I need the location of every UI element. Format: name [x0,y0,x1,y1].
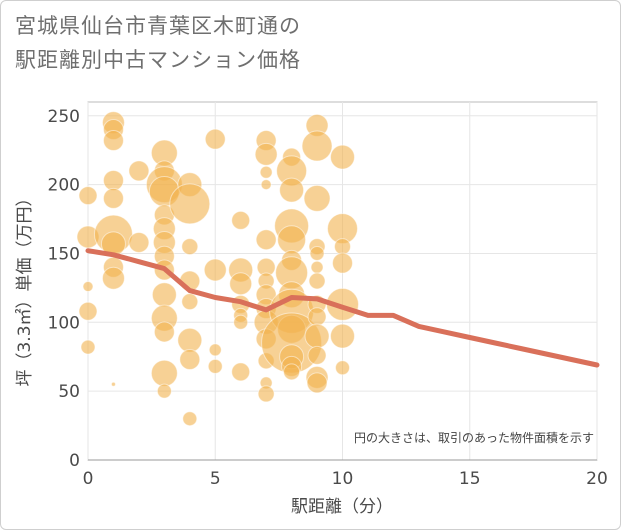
bubble-point [203,258,227,282]
bubble-point [332,252,353,274]
bubble-point [279,177,305,203]
bubble-point [229,272,253,296]
x-tick-label: 0 [83,469,94,489]
y-tick-label: 250 [48,107,80,127]
bubble-point [255,229,277,251]
bubble-layer [76,111,359,427]
bubble-point [204,128,226,150]
bubble-point [208,343,222,357]
bubble-point [78,186,98,206]
bubble-point [128,231,150,253]
title-line-1: 宮城県仙台市青葉区木町通の [15,14,301,38]
average-price-line [85,248,600,368]
bubble-point [301,130,333,162]
bubble-point [182,411,198,427]
chart-note: 円の大きさは、取引のあった物件面積を示す [354,430,594,445]
bubble-point [259,165,273,179]
bubble-point [260,179,272,191]
bubble-point [303,184,331,212]
bubble-point [110,381,116,387]
bubble-point [82,281,94,293]
x-tick-label: 15 [459,469,481,489]
bubble-point [310,260,324,274]
bubble-point [156,383,172,399]
bubble-point [150,359,178,387]
trend-line-layer [85,248,600,368]
bubble-point [177,327,203,353]
bubble-point [330,144,355,170]
y-tick-label: 200 [48,176,80,196]
x-tick-label: 5 [210,469,221,489]
bubble-point [233,314,249,330]
bubble-point [153,321,175,343]
bubble-point [283,363,301,381]
x-tick-label: 20 [586,469,608,489]
chart-title: 宮城県仙台市青葉区木町通の 駅距離別中古マンション価格 [15,9,605,77]
y-tick-label: 0 [69,451,80,471]
bubble-point [181,293,199,311]
bubble-point [102,187,124,209]
bubble-point [231,210,251,230]
bubble-point [102,169,124,191]
bubble-point [78,301,98,321]
bubble-point [308,272,326,290]
bubble-point [254,142,278,166]
title-line-2: 駅距離別中古マンション価格 [15,48,301,72]
y-tick-label: 150 [48,244,80,264]
axis-layer: 0 50 100 150 200 250 0 5 10 15 20 [48,107,608,489]
bubble-point [306,372,328,394]
bubble-point [231,362,251,382]
bubble-point [335,360,350,376]
bubble-point [101,266,125,290]
bubble-point [304,323,330,349]
bubble-point [307,345,327,365]
bubble-point [181,238,199,256]
x-tick-label: 10 [332,469,354,489]
bubble-point [207,358,223,374]
bubble-point [128,160,150,182]
bubble-point [169,183,211,225]
bubble-point [309,245,325,261]
y-tick-label: 50 [58,382,80,402]
bubble-point [334,238,351,256]
y-axis-title: 坪（3.3㎡）単価（万円） [15,189,35,386]
x-axis-title: 駅距離（分） [291,497,393,517]
y-tick-label: 100 [48,313,80,333]
bubble-point [80,339,96,355]
bubble-point [277,225,307,255]
bubble-point [257,385,275,403]
bubble-point [151,282,177,308]
bubble-point [102,130,124,152]
bubble-point [307,307,327,327]
bubble-point [179,348,201,370]
bubble-point [330,323,355,349]
